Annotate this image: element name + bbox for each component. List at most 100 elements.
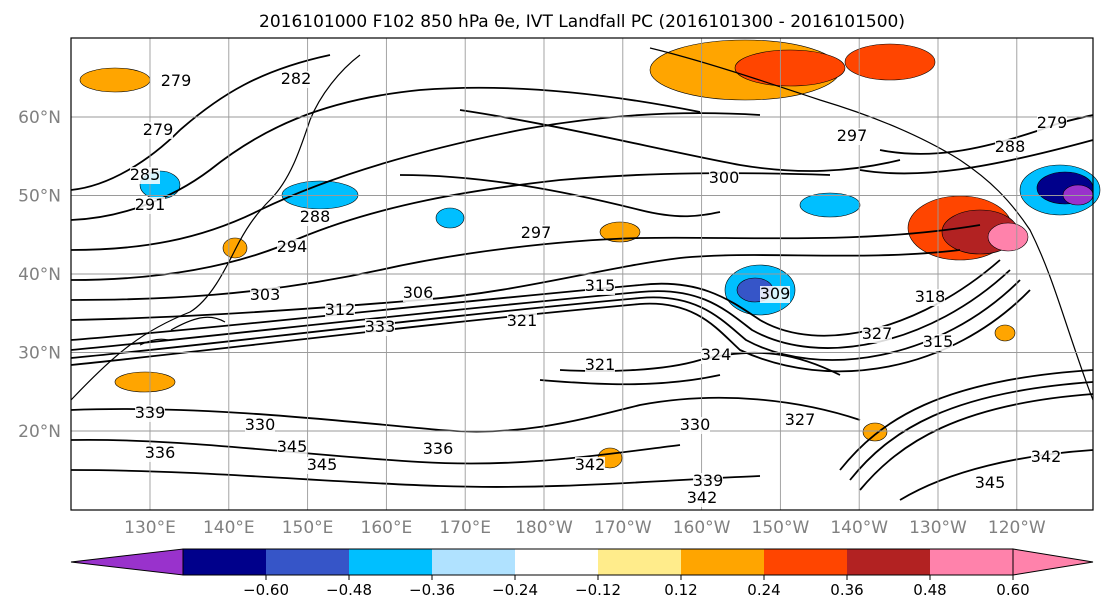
longitude-axis: 130°E 140°E 150°E 160°E 170°E 180°W 170°W 160°W… — [124, 518, 1046, 538]
contour-label-bg — [693, 473, 723, 490]
theta-e-contour-11 — [70, 438, 681, 465]
contour-label: 321 — [507, 311, 538, 330]
contour-label-bg — [145, 445, 175, 462]
colorbar-tick-label: 0.12 — [664, 581, 697, 599]
contour-label-bg — [785, 412, 815, 429]
colorbar-tick-label: −0.48 — [326, 581, 372, 599]
contour-label: 297 — [837, 126, 868, 145]
contour-label: 282 — [281, 69, 312, 88]
colorbar-tick-label: −0.36 — [409, 581, 455, 599]
contour-label-bg — [161, 73, 191, 90]
contour-label: 303 — [250, 285, 281, 304]
colorbar-segment — [847, 549, 931, 575]
theta-e-contour-6 — [70, 172, 831, 281]
theta-e-contour-15 — [859, 393, 1094, 491]
contour-label-bg — [277, 239, 307, 256]
contour-label-bg — [507, 313, 537, 330]
lon-tick-label: 170°W — [594, 518, 652, 538]
lon-tick-label: 130°E — [124, 518, 176, 538]
gridlines — [71, 38, 1093, 510]
contour-label: 279 — [143, 120, 174, 139]
contour-label-bg — [281, 71, 311, 88]
theta-e-contour-14 — [849, 381, 1094, 481]
contour-labels: 279 282 279 285 291 288 294 303 306 312 315 297 300 2… — [130, 69, 1067, 507]
contour-label-bg — [760, 286, 790, 303]
contour-label-bg — [521, 225, 551, 242]
contour-label: 342 — [687, 488, 718, 507]
contour-label-bg — [837, 128, 867, 145]
coastline-1 — [649, 47, 1094, 401]
colorbar-tick-label: 0.36 — [830, 581, 863, 599]
lat-tick-label: 20°N — [18, 422, 61, 442]
shade-blob-dateline — [599, 221, 641, 243]
contour-label: 285 — [130, 165, 161, 184]
contour-label: 339 — [135, 403, 166, 422]
colorbar-tick-label: 0.60 — [996, 581, 1029, 599]
colorbar-tick-label: 0.48 — [913, 581, 946, 599]
colorbar-segment — [349, 549, 433, 575]
theta-e-contour-2 — [70, 279, 1021, 361]
pc-shading-layer — [79, 39, 1101, 469]
contour-label: 333 — [365, 317, 396, 336]
contour-label: 279 — [161, 71, 192, 90]
map-frame — [70, 37, 1094, 511]
contour-label-bg — [325, 302, 355, 319]
colorbar-segment — [598, 549, 682, 575]
shade-blob-okinawa — [114, 371, 176, 393]
contour-label-bg — [423, 441, 453, 458]
figure-title: 2016101000 F102 850 hPa θe, IVT Landfall… — [259, 12, 905, 32]
contour-label: 345 — [975, 473, 1006, 492]
lat-tick-label: 60°N — [18, 108, 61, 128]
lat-tick-label: 40°N — [18, 265, 61, 285]
lon-tick-label: 160°E — [361, 518, 413, 538]
contour-label-bg — [135, 405, 165, 422]
contour-label-bg — [995, 139, 1025, 156]
colorbar-tick-label: −0.12 — [575, 581, 621, 599]
contour-label: 330 — [245, 415, 276, 434]
contour-label: 327 — [785, 410, 816, 429]
contour-label: 342 — [1031, 447, 1062, 466]
lat-tick-label: 30°N — [18, 344, 61, 364]
contour-label-bg — [915, 289, 945, 306]
contour-label: 324 — [701, 345, 732, 364]
theta-e-contours — [70, 54, 1094, 501]
colorbar-segment — [930, 549, 1014, 575]
contour-label-bg — [250, 287, 280, 304]
colorbar-extend-max — [1012, 548, 1094, 576]
lon-tick-label: 130°W — [909, 518, 967, 538]
contour-label: 291 — [135, 195, 166, 214]
map-panel: 279 282 279 285 291 288 294 303 306 312 315 297 300 2… — [70, 37, 1101, 511]
colorbar-segment — [681, 549, 765, 575]
contour-label: 288 — [995, 137, 1026, 156]
contour-label: 345 — [277, 437, 308, 456]
contour-label-bg — [575, 457, 605, 474]
shade-blob-aleutian-w — [435, 207, 465, 229]
contour-label: 294 — [277, 237, 308, 256]
contour-label-bg — [245, 417, 275, 434]
lon-tick-label: 140°W — [830, 518, 888, 538]
contour-label-bg — [687, 490, 717, 507]
contour-label-bg — [300, 209, 330, 226]
coastline-3 — [139, 338, 169, 346]
contour-label: 288 — [300, 207, 331, 226]
contour-label-bg — [365, 319, 395, 336]
coastline-0 — [70, 54, 361, 401]
contour-label-bg — [975, 475, 1005, 492]
shade-blob-tropic-b — [862, 422, 888, 442]
theta-e-contour-18 — [539, 374, 721, 386]
contour-label: 330 — [680, 415, 711, 434]
theta-e-contour-9 — [70, 54, 331, 191]
theta-e-contour-22 — [459, 109, 901, 172]
contour-label-bg — [1031, 449, 1061, 466]
shade-blob-korea — [222, 237, 248, 259]
contour-label-bg — [709, 170, 739, 187]
shade-blob-yukon — [844, 43, 936, 81]
contour-label-bg — [585, 357, 615, 374]
shade-blob-siberia — [79, 67, 151, 93]
colorbar-tick-label: −0.24 — [492, 581, 538, 599]
colorbar-segment — [432, 549, 516, 575]
contour-label: 306 — [403, 283, 434, 302]
contour-label-bg — [923, 334, 953, 351]
theta-e-contour-3 — [70, 289, 1031, 373]
